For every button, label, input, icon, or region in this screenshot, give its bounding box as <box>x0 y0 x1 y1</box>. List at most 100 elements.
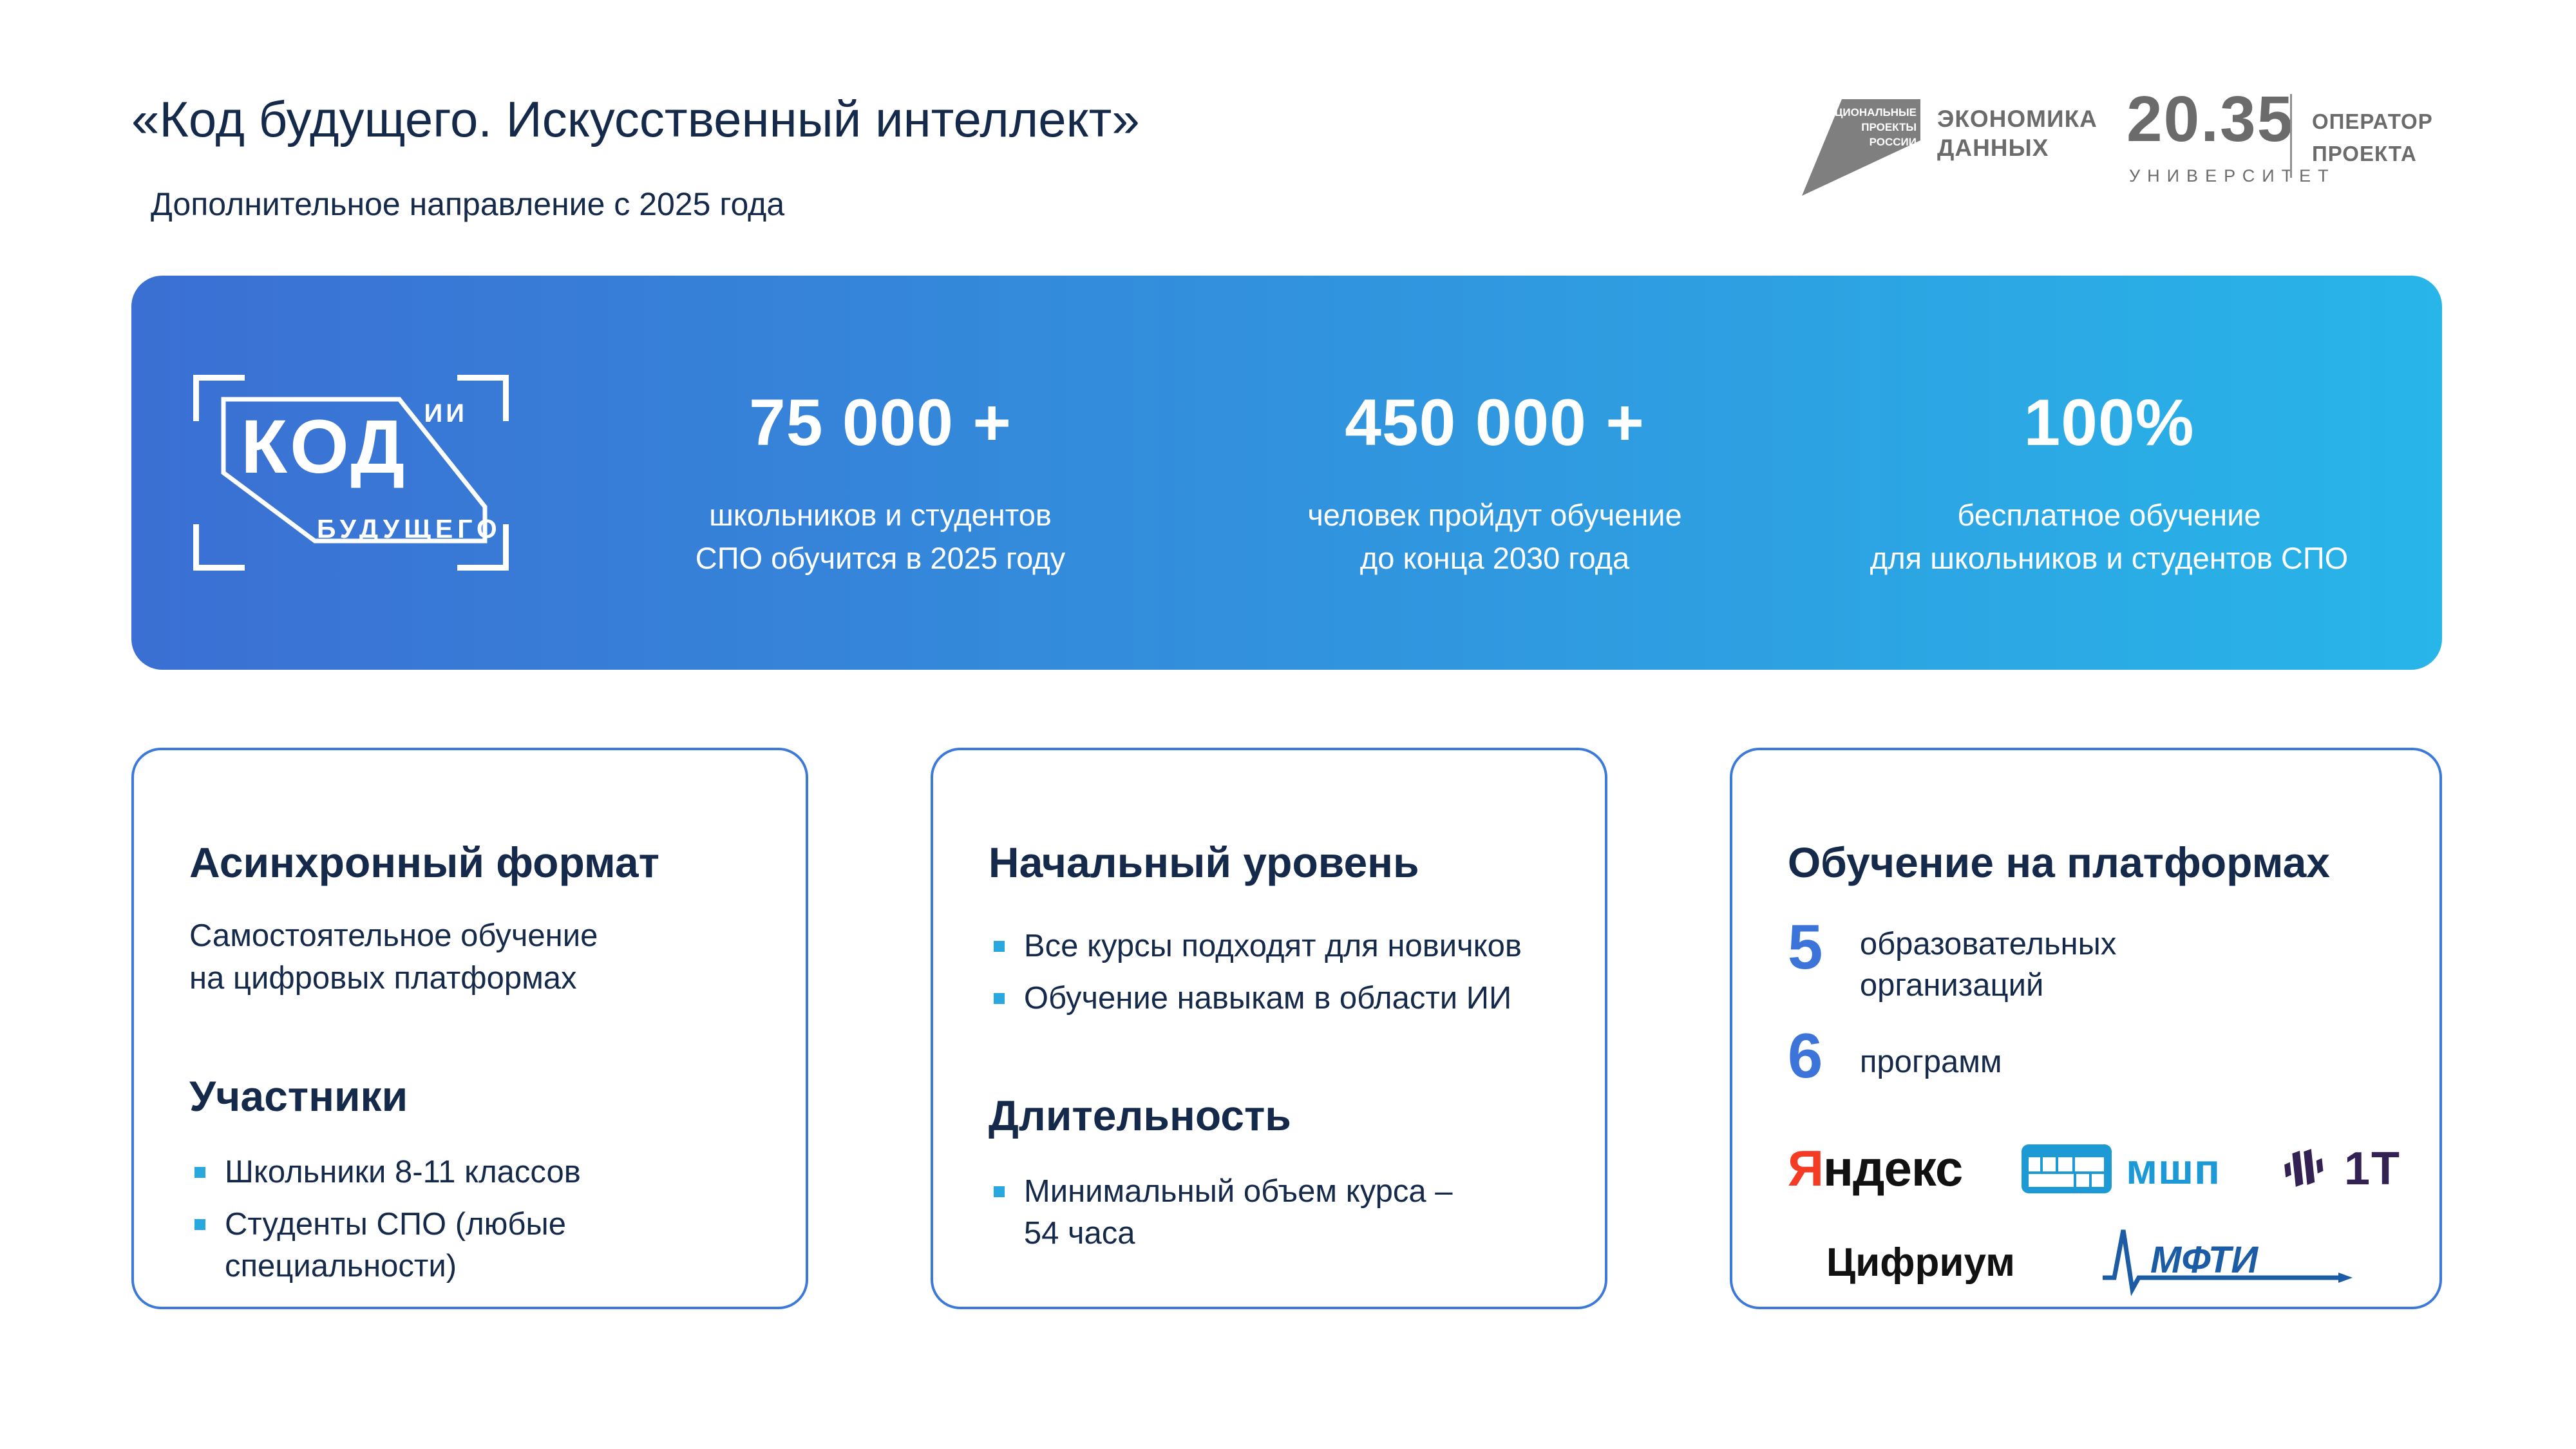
orgs-count: 5 <box>1787 911 1823 982</box>
card-heading: Обучение на платформах <box>1787 838 2330 886</box>
bullet-text: Школьники 8-11 классов <box>225 1155 581 1190</box>
bracket-bottom-right-icon <box>457 524 509 571</box>
university-2035-caption: УНИВЕРСИТЕТ <box>2129 166 2336 185</box>
operator-line1: ОПЕРАТОР <box>2312 109 2433 133</box>
stat-desc-line: человек пройдут обучение <box>1307 497 1682 532</box>
stat-desc-line: до конца 2030 года <box>1359 540 1630 575</box>
bracket-top-right-icon <box>457 375 509 421</box>
stat-value: 75 000 + <box>749 385 1012 459</box>
stat-desc-line: школьников и студентов <box>709 497 1052 532</box>
university-2035-logo: 20.35 <box>2126 83 2295 155</box>
stat-desc-line: СПО обучится в 2025 году <box>695 540 1066 575</box>
list-item: Все курсы подходят для новичков <box>989 925 1566 967</box>
econ-line1: ЭКОНОМИКА <box>1937 106 2098 132</box>
card-paragraph: Самостоятельное обучение на цифровых пла… <box>189 915 767 999</box>
bracket-top-left-icon <box>193 375 245 421</box>
card-heading: Начальный уровень <box>988 838 1419 886</box>
bullet-square-icon <box>194 1218 205 1230</box>
stat-value: 100% <box>2023 385 2195 459</box>
mipt-pulse-icon: МФТИ <box>2102 1229 2353 1296</box>
onet-logo: 1Т <box>2280 1142 2401 1195</box>
bullet-text: Студенты СПО (любые специальности) <box>225 1204 566 1287</box>
mshp-keyboard-icon <box>2022 1144 2112 1193</box>
list-item: Обучение навыкам в области ИИ <box>989 978 1566 1019</box>
bullet-line: Студенты СПО (любые <box>225 1206 566 1242</box>
list-item: Минимальный объем курса – 54 часа <box>989 1171 1566 1254</box>
stat-value: 450 000 + <box>1345 385 1645 459</box>
bullet-square-icon <box>993 1186 1005 1198</box>
kod-logo-ai-badge: ИИ <box>424 399 468 428</box>
stat-students-2025: 75 000 + школьников и студентов СПО обуч… <box>573 385 1188 580</box>
programs-count: 6 <box>1787 1020 1823 1092</box>
bracket-bottom-left-icon <box>193 524 245 571</box>
stat-description: бесплатное обучение для школьников и сту… <box>1802 494 2416 580</box>
yandex-rest: ндекс <box>1823 1140 1963 1197</box>
cifrium-logo: Цифриум <box>1826 1240 2015 1285</box>
onet-bars-icon <box>2284 1148 2324 1187</box>
bullet-line: специальности) <box>225 1248 457 1283</box>
stat-description: человек пройдут обучение до конца 2030 г… <box>1188 494 1802 580</box>
list-item: Студенты СПО (любые специальности) <box>189 1204 767 1287</box>
yandex-ya-letter: Я <box>1787 1140 1824 1197</box>
onet-wordmark: 1Т <box>2344 1142 2401 1195</box>
paragraph-line: Самостоятельное обучение <box>189 918 598 953</box>
kod-logo-subword: БУДУЩЕГО <box>317 514 502 544</box>
flag-text-line3: РОССИИ <box>1870 136 1917 148</box>
stat-people-2030: 450 000 + человек пройдут обучение до ко… <box>1188 385 1802 580</box>
duration-list: Минимальный объем курса – 54 часа <box>989 1171 1566 1254</box>
econ-line2: ДАННЫХ <box>1937 135 2049 162</box>
kod-logo-outline-icon <box>221 397 488 544</box>
stat-desc-line: для школьников и студентов СПО <box>1870 540 2349 575</box>
banner-stats: 75 000 + школьников и студентов СПО обуч… <box>509 366 2442 580</box>
card-platforms: Обучение на платформах 5 образовательных… <box>1729 748 2443 1309</box>
card-async-format: Асинхронный формат Самостоятельное обуче… <box>131 748 808 1309</box>
mipt-wordmark: МФТИ <box>2150 1239 2259 1281</box>
list-item: Школьники 8-11 классов <box>189 1151 767 1193</box>
paragraph-line: на цифровых платформах <box>189 960 577 996</box>
economy-of-data-logo: ЭКОНОМИКА ДАННЫХ <box>1937 104 2098 162</box>
kod-logo-word: КОД <box>241 404 408 489</box>
operator-line2: ПРОЕКТА <box>2312 141 2417 166</box>
stat-desc-line: бесплатное обучение <box>1957 497 2261 532</box>
bullet-square-icon <box>993 992 1005 1004</box>
bullet-line: 54 часа <box>1023 1216 1135 1251</box>
stat-free-education: 100% бесплатное обучение для школьников … <box>1802 385 2416 580</box>
mshp-logo: мшп <box>2022 1144 2221 1193</box>
kod-budushchego-logo: КОД БУДУЩЕГО ИИ <box>193 375 509 571</box>
level-list: Все курсы подходят для новичков Обучение… <box>989 925 1566 1019</box>
mshp-wordmark: мшп <box>2126 1144 2221 1193</box>
stat-description: школьников и студентов СПО обучится в 20… <box>573 494 1188 580</box>
card-subheading: Участники <box>189 1072 408 1121</box>
flag-text-line2: ПРОЕКТЫ <box>1861 121 1917 133</box>
orgs-stat: 5 образовательных организаций <box>1788 914 2401 1006</box>
info-cards: Асинхронный формат Самостоятельное обуче… <box>131 748 2443 1309</box>
orgs-label: образовательных организаций <box>1860 914 2117 1006</box>
card-heading: Асинхронный формат <box>189 838 659 886</box>
bullet-text: Обучение навыкам в области ИИ <box>1023 980 1512 1016</box>
bullet-square-icon <box>194 1167 205 1179</box>
partner-logos: НАЦИОНАЛЬНЫЕ ПРОЕКТЫ РОССИИ ЭКОНОМИКА ДА… <box>1797 83 2447 206</box>
platform-logos-row1: Яндекс мшп <box>1788 1139 2401 1198</box>
bullet-line: Минимальный объем курса – <box>1023 1174 1453 1209</box>
mipt-logo: МФТИ <box>2099 1222 2356 1303</box>
platform-logos-row2: Цифриум МФТИ <box>1788 1222 2401 1303</box>
partner-divider <box>2290 94 2292 178</box>
project-operator-label: ОПЕРАТОР ПРОЕКТА <box>2312 106 2433 169</box>
bullet-text: Минимальный объем курса – 54 часа <box>1024 1171 1453 1254</box>
participants-list: Школьники 8-11 классов Студенты СПО (люб… <box>189 1151 767 1287</box>
card-subheading: Длительность <box>988 1092 1291 1140</box>
orgs-label-line: образовательных <box>1859 927 2117 961</box>
flag-text-line1: НАЦИОНАЛЬНЫЕ <box>1819 106 1917 118</box>
national-projects-flag-icon: НАЦИОНАЛЬНЫЕ ПРОЕКТЫ РОССИИ <box>1802 99 1920 196</box>
bullet-square-icon <box>993 941 1005 952</box>
programs-stat: 6 программ <box>1788 1023 2401 1089</box>
bullet-text: Все курсы подходят для новичков <box>1023 929 1522 963</box>
card-entry-level: Начальный уровень Все курсы подходят для… <box>930 748 1607 1309</box>
programs-label: программ <box>1859 1045 2002 1080</box>
yandex-logo: Яндекс <box>1787 1139 1963 1198</box>
page-title: «Код будущего. Искусственный интеллект» <box>131 91 1140 147</box>
page-subtitle: Дополнительное направление с 2025 года <box>151 186 785 222</box>
orgs-label-line: организаций <box>1859 967 2044 1003</box>
key-stats-banner: КОД БУДУЩЕГО ИИ 75 000 + школьников и ст… <box>131 276 2442 670</box>
